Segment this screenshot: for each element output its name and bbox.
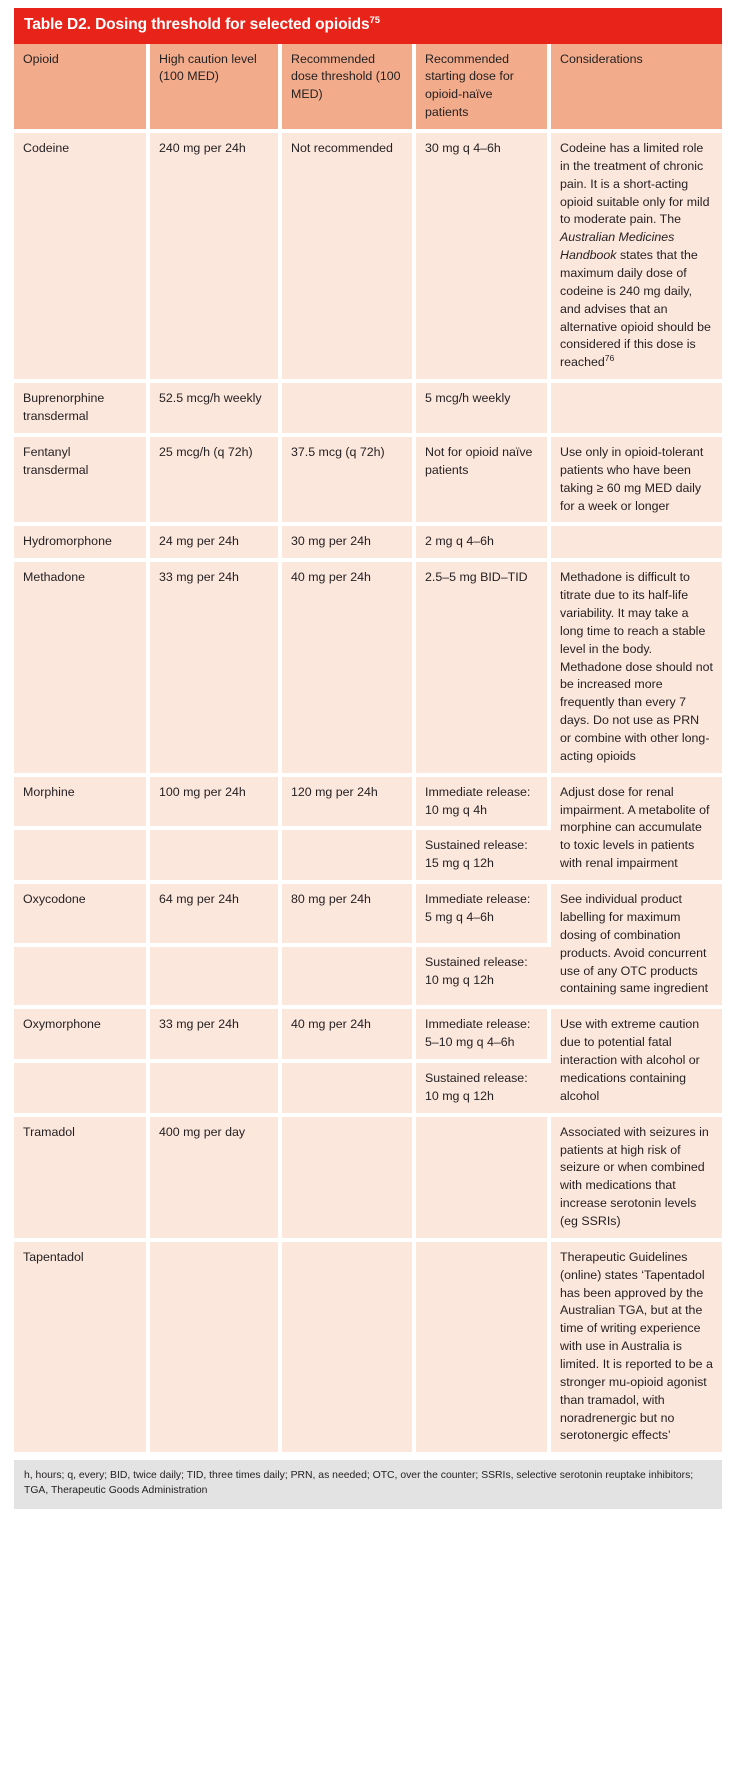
cell-opioid: Tramadol xyxy=(14,1116,150,1242)
cell-opioid: Hydromorphone xyxy=(14,526,150,563)
cell-high-caution: 33 mg per 24h xyxy=(150,562,282,777)
cell-dose-threshold: Not recommended xyxy=(282,133,416,384)
cell-dose-threshold xyxy=(282,1116,416,1242)
cell-opioid: Oxymorphone xyxy=(14,1009,150,1063)
cell-dose-threshold: 120 mg per 24h xyxy=(282,776,416,831)
table-row: Oxymorphone 33 mg per 24h 40 mg per 24h … xyxy=(14,1009,722,1117)
cell-considerations: Use with extreme caution due to potentia… xyxy=(551,1009,722,1117)
cell-starting-dose: 30 mg q 4–6h xyxy=(416,133,551,384)
cell-high-caution xyxy=(150,1241,282,1457)
cell-starting-dose-immediate: Immediate release: 5 mg q 4–6h xyxy=(416,884,551,947)
cell-high-caution-continuation xyxy=(150,1062,282,1117)
table-row: Sustained release: 10 mg q 12h xyxy=(14,946,722,1010)
cell-considerations: Associated with seizures in patients at … xyxy=(551,1116,722,1242)
table-title-text: Table D2. Dosing threshold for selected … xyxy=(24,16,370,33)
considerations-part-2: states that the maximum daily dose of co… xyxy=(560,248,711,370)
cell-considerations: Therapeutic Guidelines (online) states ‘… xyxy=(551,1241,722,1457)
cell-dose-threshold-continuation xyxy=(282,946,416,1010)
cell-high-caution: 64 mg per 24h xyxy=(150,884,282,947)
table-row: Tapentadol Therapeutic Guidelines (onlin… xyxy=(14,1241,722,1457)
table-row: Hydromorphone 24 mg per 24h 30 mg per 24… xyxy=(14,526,722,563)
table-row: Oxycodone 64 mg per 24h 80 mg per 24h Im… xyxy=(14,884,722,1010)
cell-dose-threshold-continuation xyxy=(282,1062,416,1117)
cell-opioid: Fentanyl transdermal xyxy=(14,436,150,527)
table-title-reference: 75 xyxy=(369,14,380,26)
cell-high-caution: 100 mg per 24h xyxy=(150,776,282,831)
cell-starting-dose xyxy=(416,1116,551,1242)
cell-dose-threshold: 37.5 mcg (q 72h) xyxy=(282,436,416,527)
cell-starting-dose: 5 mcg/h weekly xyxy=(416,383,551,437)
cell-opioid: Tapentadol xyxy=(14,1241,150,1457)
table-row: Codeine 240 mg per 24h Not recommended 3… xyxy=(14,133,722,384)
table-header: Opioid High caution level (100 MED) Reco… xyxy=(14,43,722,134)
cell-high-caution-continuation xyxy=(150,830,282,885)
dosing-threshold-table-container: Table D2. Dosing threshold for selected … xyxy=(14,8,722,1509)
cell-considerations: Adjust dose for renal impairment. A meta… xyxy=(551,776,722,885)
table-row: Methadone 33 mg per 24h 40 mg per 24h 2.… xyxy=(14,562,722,777)
table-row: Sustained release: 15 mg q 12h xyxy=(14,830,722,885)
dosing-threshold-table: Opioid High caution level (100 MED) Reco… xyxy=(14,43,722,1457)
cell-considerations: Codeine has a limited role in the treatm… xyxy=(551,133,722,384)
table-row: Morphine 100 mg per 24h 120 mg per 24h I… xyxy=(14,776,722,885)
cell-considerations xyxy=(551,383,722,437)
cell-high-caution: 25 mcg/h (q 72h) xyxy=(150,436,282,527)
table-row: Sustained release: 10 mg q 12h xyxy=(14,1062,722,1117)
column-header-high-caution-level: High caution level (100 MED) xyxy=(150,43,282,134)
table-row: Buprenorphine transdermal 52.5 mcg/h wee… xyxy=(14,383,722,437)
table-row: Tramadol 400 mg per day Associated with … xyxy=(14,1116,722,1242)
cell-starting-dose-immediate: Immediate release: 10 mg q 4h xyxy=(416,776,551,831)
cell-starting-dose xyxy=(416,1241,551,1457)
column-header-recommended-starting-dose: Recommended starting dose for opioid-naï… xyxy=(416,43,551,134)
cell-considerations: Use only in opioid-tolerant patients who… xyxy=(551,436,722,527)
cell-dose-threshold xyxy=(282,1241,416,1457)
cell-starting-dose: Not for opioid naïve patients xyxy=(416,436,551,527)
cell-opioid-continuation xyxy=(14,830,150,885)
header-row: Opioid High caution level (100 MED) Reco… xyxy=(14,43,722,134)
cell-opioid: Codeine xyxy=(14,133,150,384)
cell-starting-dose-sustained: Sustained release: 15 mg q 12h xyxy=(416,830,551,885)
cell-opioid: Oxycodone xyxy=(14,884,150,947)
cell-high-caution-continuation xyxy=(150,946,282,1010)
column-header-considerations: Considerations xyxy=(551,43,722,134)
cell-considerations: Methadone is difficult to titrate due to… xyxy=(551,562,722,777)
cell-high-caution: 24 mg per 24h xyxy=(150,526,282,563)
table-title-bar: Table D2. Dosing threshold for selected … xyxy=(14,8,722,44)
considerations-book-title: Australian Medicines Handbook xyxy=(560,230,675,263)
cell-dose-threshold: 40 mg per 24h xyxy=(282,562,416,777)
cell-high-caution: 240 mg per 24h xyxy=(150,133,282,384)
cell-high-caution: 33 mg per 24h xyxy=(150,1009,282,1063)
considerations-reference: 76 xyxy=(604,353,615,364)
cell-opioid: Morphine xyxy=(14,776,150,831)
cell-considerations xyxy=(551,526,722,563)
cell-starting-dose: 2.5–5 mg BID–TID xyxy=(416,562,551,777)
cell-starting-dose-sustained: Sustained release: 10 mg q 12h xyxy=(416,946,551,1010)
cell-starting-dose-sustained: Sustained release: 10 mg q 12h xyxy=(416,1062,551,1117)
cell-dose-threshold: 80 mg per 24h xyxy=(282,884,416,947)
cell-high-caution: 52.5 mcg/h weekly xyxy=(150,383,282,437)
table-row: Fentanyl transdermal 25 mcg/h (q 72h) 37… xyxy=(14,436,722,527)
cell-starting-dose: 2 mg q 4–6h xyxy=(416,526,551,563)
column-header-opioid: Opioid xyxy=(14,43,150,134)
table-footnote: h, hours; q, every; BID, twice daily; TI… xyxy=(14,1460,722,1509)
cell-opioid-continuation xyxy=(14,946,150,1010)
cell-opioid: Methadone xyxy=(14,562,150,777)
cell-dose-threshold: 40 mg per 24h xyxy=(282,1009,416,1063)
cell-high-caution: 400 mg per day xyxy=(150,1116,282,1242)
cell-opioid: Buprenorphine transdermal xyxy=(14,383,150,437)
cell-dose-threshold-continuation xyxy=(282,830,416,885)
cell-dose-threshold: 30 mg per 24h xyxy=(282,526,416,563)
cell-dose-threshold xyxy=(282,383,416,437)
considerations-part-1: Codeine has a limited role in the treatm… xyxy=(560,141,710,227)
cell-considerations: See individual product labelling for max… xyxy=(551,884,722,1010)
cell-starting-dose-immediate: Immediate release: 5–10 mg q 4–6h xyxy=(416,1009,551,1063)
column-header-recommended-dose-threshold: Recommended dose threshold (100 MED) xyxy=(282,43,416,134)
cell-opioid-continuation xyxy=(14,1062,150,1117)
table-body: Codeine 240 mg per 24h Not recommended 3… xyxy=(14,133,722,1457)
